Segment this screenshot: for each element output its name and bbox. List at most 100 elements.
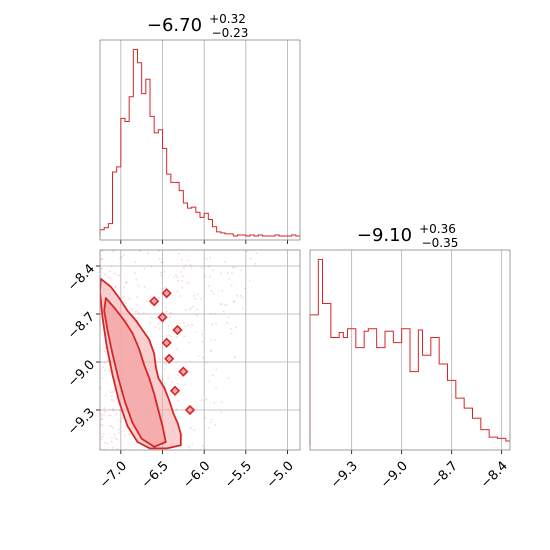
sample-point bbox=[191, 443, 194, 446]
sample-point bbox=[120, 255, 123, 258]
sample-point bbox=[113, 250, 115, 252]
sample-point bbox=[189, 426, 192, 429]
sample-point bbox=[208, 427, 211, 429]
sample-point bbox=[169, 316, 172, 318]
sample-point bbox=[110, 265, 113, 268]
sample-point bbox=[210, 339, 213, 342]
sample-point bbox=[183, 383, 186, 386]
sample-point bbox=[215, 387, 217, 390]
contour-island bbox=[172, 324, 183, 336]
sample-point bbox=[249, 257, 252, 260]
sample-point bbox=[201, 444, 204, 447]
sample-point bbox=[239, 294, 242, 297]
sample-point bbox=[200, 399, 203, 402]
contour-island bbox=[164, 353, 175, 364]
sample-point bbox=[179, 295, 181, 297]
sample-point bbox=[209, 276, 212, 278]
sample-point bbox=[189, 307, 192, 310]
sample-point bbox=[181, 279, 184, 282]
sample-point bbox=[201, 340, 204, 343]
sample-point bbox=[183, 335, 186, 338]
sample-point bbox=[114, 285, 117, 288]
contour-inner bbox=[103, 297, 167, 448]
sample-point bbox=[209, 256, 211, 259]
sample-point bbox=[158, 297, 161, 299]
sample-point bbox=[100, 250, 102, 252]
sample-point bbox=[226, 321, 229, 324]
joint-density-panel: −7.0 −6.5 −6.0 −5.5 −5.0 −8.4 −8.7 −9.0 −9.3 bbox=[65, 249, 301, 492]
sample-point bbox=[213, 402, 216, 405]
sample-point bbox=[168, 334, 170, 337]
sample-point bbox=[241, 307, 244, 310]
sample-point bbox=[118, 428, 120, 431]
sample-point bbox=[137, 311, 140, 314]
sample-point bbox=[108, 424, 111, 427]
sample-point bbox=[227, 377, 230, 380]
sample-point bbox=[190, 266, 193, 269]
sample-point bbox=[160, 274, 163, 277]
sample-point bbox=[143, 285, 146, 288]
sample-point bbox=[111, 250, 114, 253]
sample-point bbox=[208, 380, 211, 383]
sample-point bbox=[171, 381, 174, 384]
sample-point bbox=[212, 269, 214, 272]
sample-point bbox=[215, 368, 218, 371]
sample-point bbox=[137, 284, 140, 287]
sample-point bbox=[205, 398, 208, 401]
sample-point bbox=[103, 347, 106, 350]
sample-point bbox=[116, 447, 119, 450]
sample-point bbox=[200, 266, 203, 269]
sample-point bbox=[125, 281, 128, 284]
sample-point bbox=[100, 424, 103, 426]
sample-point bbox=[123, 295, 125, 298]
sample-point bbox=[122, 417, 124, 419]
sample-point bbox=[124, 434, 127, 437]
sample-point bbox=[110, 395, 113, 398]
sample-point bbox=[180, 271, 183, 273]
histogram-param-2: −9.3 −9.0 −8.7 −8.4 bbox=[309, 249, 511, 492]
sample-point bbox=[117, 418, 120, 421]
sample-point bbox=[104, 394, 107, 397]
sample-point bbox=[230, 328, 233, 330]
sample-point bbox=[118, 274, 120, 277]
sample-point bbox=[225, 303, 228, 306]
sample-point bbox=[248, 280, 251, 282]
sample-point bbox=[220, 401, 223, 404]
sample-point bbox=[197, 355, 200, 358]
sample-point bbox=[158, 357, 161, 360]
sample-point bbox=[104, 441, 106, 444]
sample-point bbox=[205, 361, 208, 364]
sample-point bbox=[184, 325, 187, 328]
histogram-param-1 bbox=[99, 39, 301, 244]
x-tick-label: −8.4 bbox=[478, 459, 511, 492]
sample-point bbox=[177, 280, 180, 282]
sample-point bbox=[227, 277, 230, 280]
sample-point bbox=[112, 390, 114, 393]
axes-frame bbox=[99, 39, 301, 241]
sample-point bbox=[235, 326, 237, 329]
sample-point bbox=[192, 305, 195, 308]
sample-point bbox=[236, 294, 238, 297]
contour-island bbox=[161, 288, 172, 299]
sample-point bbox=[161, 378, 164, 381]
sample-point bbox=[188, 308, 191, 311]
sample-point bbox=[103, 414, 106, 416]
sample-point bbox=[186, 282, 189, 284]
sample-point bbox=[103, 407, 106, 410]
sample-point bbox=[136, 317, 139, 319]
sample-point bbox=[117, 432, 120, 434]
sample-point bbox=[142, 312, 145, 315]
sample-point bbox=[176, 374, 179, 377]
sample-point bbox=[115, 438, 118, 441]
sample-point bbox=[165, 334, 168, 337]
sample-point bbox=[111, 426, 114, 429]
sample-point bbox=[158, 258, 161, 260]
sample-point bbox=[184, 264, 187, 267]
x-tick-label: −6.5 bbox=[139, 459, 172, 492]
sample-point bbox=[100, 418, 103, 420]
sample-point bbox=[112, 447, 114, 449]
sample-point bbox=[101, 250, 104, 253]
density-fill-inner bbox=[104, 298, 166, 447]
sample-point bbox=[153, 349, 156, 352]
